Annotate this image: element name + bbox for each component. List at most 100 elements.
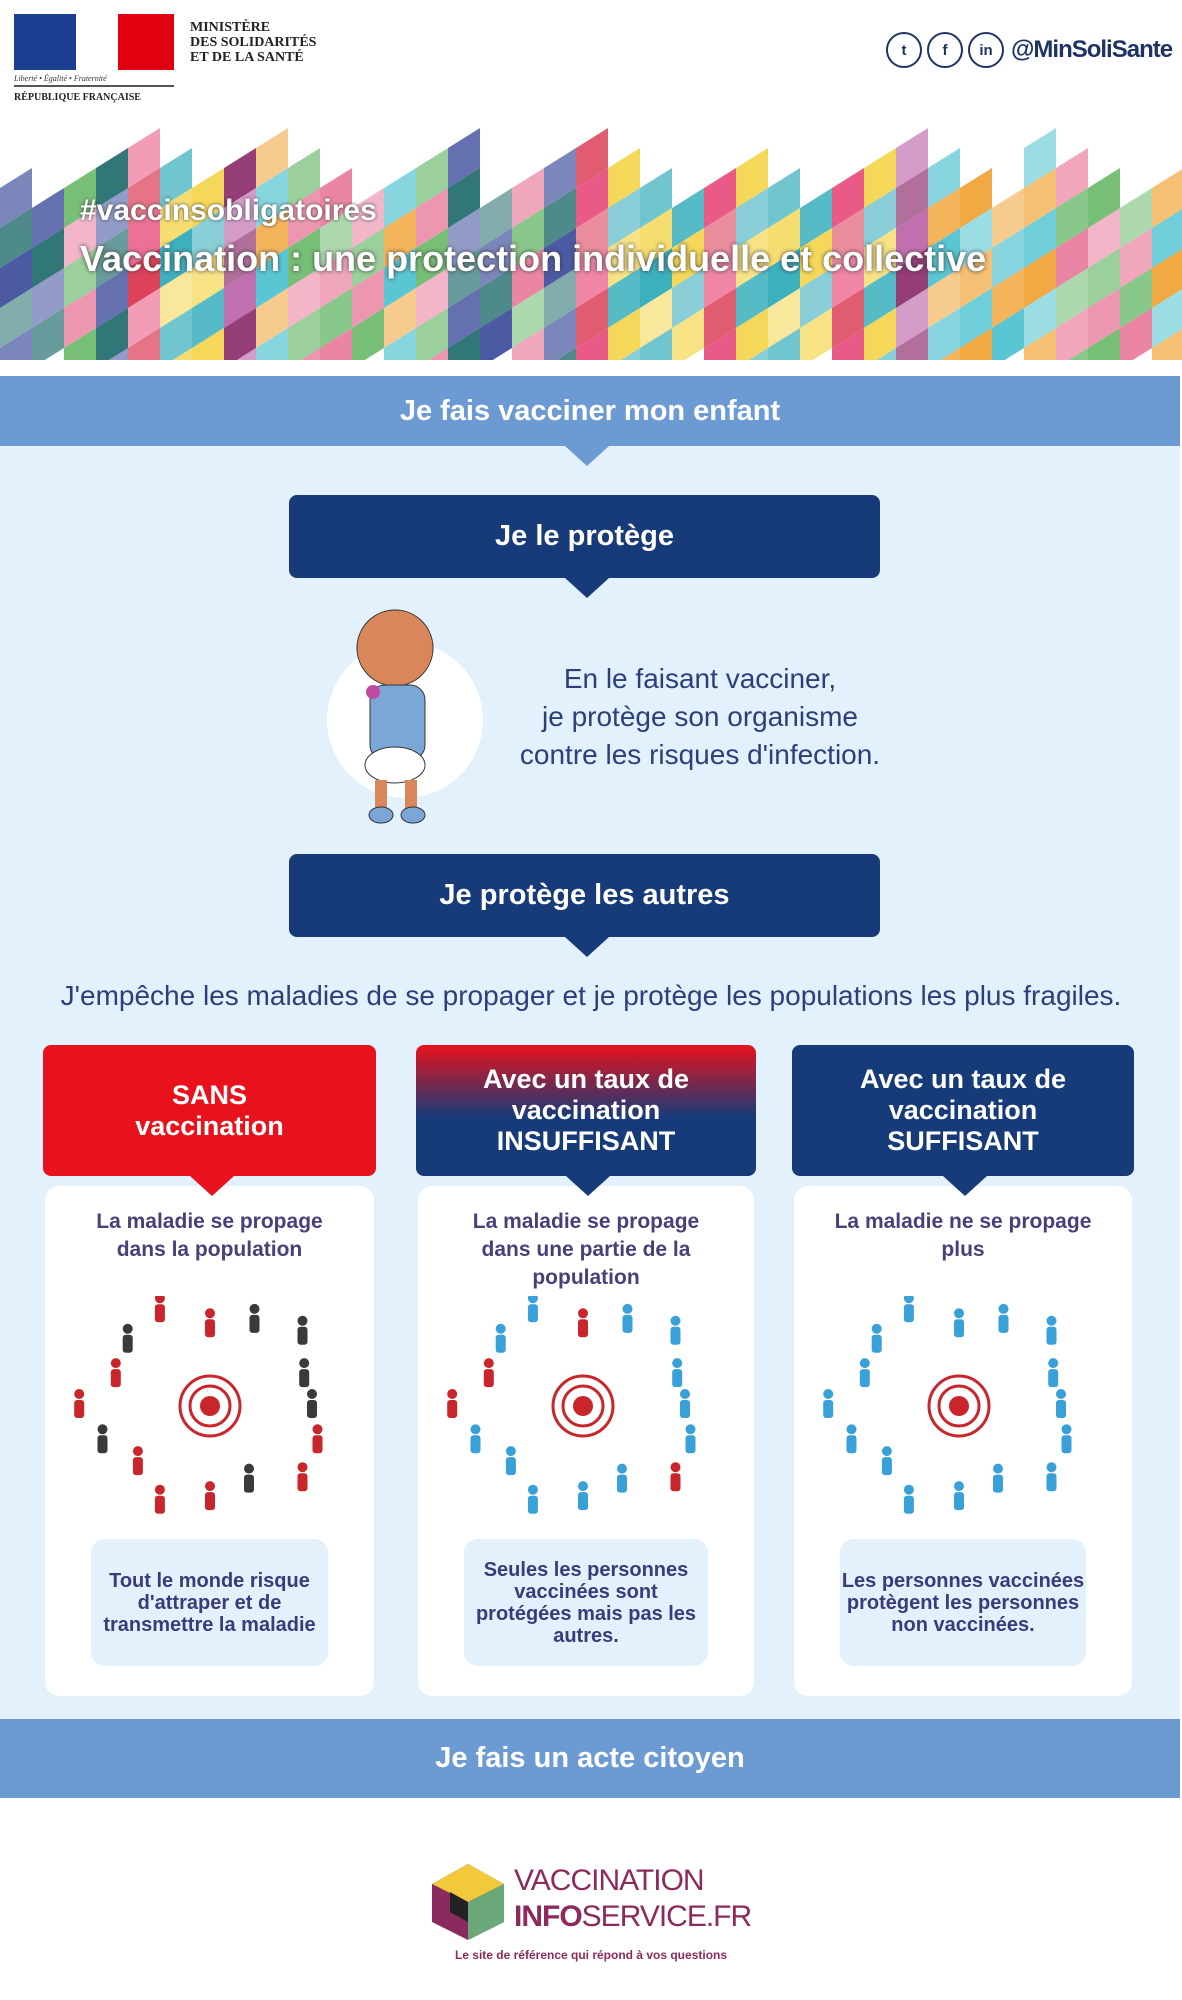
person-icon [680, 1389, 690, 1418]
card-header-pointer [566, 1176, 610, 1196]
person-icon [670, 1315, 681, 1345]
person-icon [307, 1389, 317, 1418]
population-illustration [823, 1296, 1072, 1514]
person-icon [74, 1389, 85, 1418]
mosaic-tile [736, 308, 768, 360]
person-icon [672, 1358, 683, 1388]
population-illustration [447, 1296, 696, 1514]
mosaic-tile [992, 308, 1024, 360]
person-icon [670, 1462, 681, 1492]
mosaic-tile [192, 328, 224, 360]
mosaic-tile [108, 348, 128, 360]
footer-tagline: Le site de référence qui répond à vos qu… [454, 1948, 728, 1962]
mosaic-tile [928, 308, 960, 360]
logo-line1: VACCINATION [514, 1864, 705, 1897]
person-icon [846, 1424, 857, 1454]
person-icon [244, 1463, 254, 1493]
card-subtitle: La maladie ne se propage plus [834, 1210, 1092, 1261]
person-icon [859, 1358, 870, 1388]
mosaic-tile [1068, 348, 1088, 360]
person-icon [871, 1323, 882, 1353]
mosaic-tile [544, 308, 576, 360]
mosaic-tile [428, 348, 448, 360]
mosaic-tile [224, 308, 256, 360]
person-icon [954, 1308, 964, 1338]
person-icon [993, 1463, 1003, 1493]
mosaic-tile [832, 328, 864, 360]
mosaic-tile [1152, 289, 1182, 348]
twitter-icon[interactable]: t [886, 32, 922, 68]
mosaic-tile [620, 348, 640, 360]
person-icon [578, 1481, 588, 1511]
mosaic-tile [1152, 169, 1182, 228]
card-header-pointer [943, 1176, 987, 1196]
person-icon [447, 1389, 458, 1418]
republic-label: RÉPUBLIQUE FRANÇAISE [14, 92, 141, 103]
protect-self-heading: Je le protège [289, 495, 880, 578]
person-icon [527, 1296, 538, 1323]
mosaic-tile [864, 308, 896, 360]
page-title: Vaccination : une protection individuell… [80, 238, 987, 279]
person-icon [470, 1424, 481, 1454]
person-icon [1046, 1315, 1057, 1345]
person-icon [823, 1389, 834, 1418]
motto: Liberté • Égalité • Fraternité [14, 74, 174, 87]
mosaic-tile [300, 348, 320, 360]
person-icon [122, 1323, 133, 1353]
mosaic-tile [512, 328, 544, 360]
person-icon [527, 1484, 538, 1514]
protect-others-heading: Je protège les autres [289, 854, 880, 937]
person-icon [299, 1358, 310, 1388]
card-note: Tout le monde risque d'attraper et de tr… [91, 1539, 328, 1666]
person-icon [685, 1424, 696, 1454]
person-icon [297, 1462, 308, 1492]
facebook-icon[interactable]: f [927, 32, 963, 68]
person-icon [205, 1308, 215, 1338]
mosaic-tile [960, 328, 992, 360]
card-subtitle: La maladie se propage dans la population [96, 1210, 323, 1261]
mosaic-tile [172, 348, 192, 360]
mosaic-tile [1024, 328, 1056, 360]
mosaic-tile [1088, 328, 1120, 360]
infected-center-icon [551, 1374, 615, 1438]
person-icon [205, 1481, 215, 1511]
mosaic-tile [320, 328, 352, 360]
logo-info: INFO [514, 1900, 583, 1933]
logo-cube-icon [432, 1864, 504, 1940]
card-header: SANS vaccination [43, 1045, 376, 1176]
logo-service: SERVICE.FR [581, 1900, 752, 1933]
mosaic-tile [704, 328, 736, 360]
scenario-card: La maladie se propage dans la population… [45, 1186, 374, 1696]
card-header: Avec un taux de vaccination SUFFISANT [792, 1045, 1134, 1176]
mosaic-tile [1152, 249, 1182, 308]
heading-pointer [565, 937, 609, 957]
scenario-card: La maladie ne se propage plus Les person… [794, 1186, 1132, 1696]
ministry-name: MINISTÈRE DES SOLIDARITÉS ET DE LA SANTÉ [190, 20, 317, 65]
mosaic-tile [288, 308, 320, 360]
mosaic-tile [672, 308, 704, 360]
mosaic-tile [384, 328, 416, 360]
person-icon [110, 1358, 121, 1388]
mosaic-tile [160, 308, 192, 360]
heading-pointer [565, 578, 609, 598]
mosaic-tile [352, 308, 384, 360]
mosaic-tile [0, 328, 32, 360]
person-icon [312, 1424, 323, 1454]
section-bar-civic-act: Je fais un acte citoyen [0, 1719, 1180, 1798]
mosaic-tile [640, 328, 672, 360]
social-handle[interactable]: @MinSoliSante [1011, 36, 1173, 63]
vaccination-info-service-logo: VACCINATION INFOSERVICE.FR [430, 1862, 760, 1942]
mosaic-tile [896, 328, 928, 360]
person-icon [998, 1303, 1009, 1333]
person-icon [617, 1463, 627, 1493]
linkedin-icon[interactable]: in [968, 32, 1004, 68]
person-icon [249, 1303, 260, 1333]
person-icon [1056, 1389, 1066, 1418]
person-icon [505, 1446, 516, 1476]
card-header: Avec un taux de vaccination INSUFFISANT [416, 1045, 756, 1176]
person-icon [495, 1323, 506, 1353]
person-icon [483, 1358, 494, 1388]
mosaic-tile [1152, 329, 1182, 360]
person-icon [1061, 1424, 1072, 1454]
mosaic-tile [480, 308, 512, 360]
